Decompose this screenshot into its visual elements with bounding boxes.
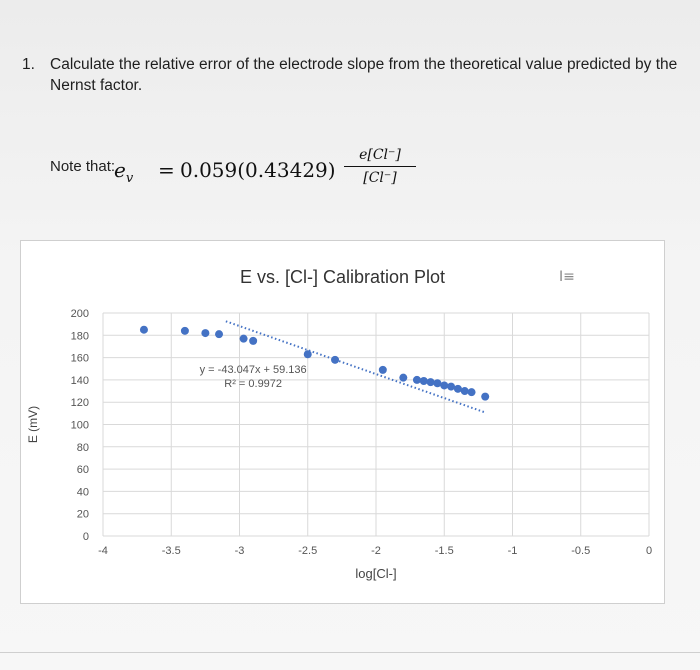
trendline-r2: R² = 0.9972	[224, 378, 282, 390]
x-tick-label: -2.5	[298, 545, 317, 557]
trendline-equation: y = -43.047x + 59.136	[200, 364, 307, 376]
page-divider	[0, 652, 700, 653]
text-cursor-icon: I≡	[559, 269, 575, 285]
x-tick-label: -3	[235, 545, 245, 557]
calibration-plot: 0 20 40 60 80 100 120 140 160 180 200 -4 -3.5 -3 -2.5 -…	[26, 308, 652, 581]
data-point	[399, 373, 408, 382]
data-point	[433, 379, 442, 388]
data-point	[453, 384, 462, 393]
y-tick-label: 100	[71, 420, 89, 432]
y-axis-label: E (mV)	[26, 406, 40, 443]
data-point	[180, 326, 189, 335]
x-tick-label: -3.5	[162, 545, 181, 557]
y-tick-label: 140	[71, 375, 89, 387]
data-point	[215, 330, 224, 339]
question-number: 1.	[22, 56, 35, 73]
note-equation: Note that: ev = 0.059(0.43429) e[Cl⁻] [C…	[50, 140, 470, 200]
note-label: Note that:	[50, 158, 116, 175]
y-tick-label: 120	[71, 397, 89, 409]
x-tick-label: 0	[646, 545, 652, 557]
data-point	[440, 381, 449, 390]
question-text: Calculate the relative error of the elec…	[50, 56, 678, 94]
equation-lhs: ev	[114, 158, 134, 186]
x-tick-label: -0.5	[571, 545, 590, 557]
y-tick-label: 40	[77, 486, 89, 498]
fraction-denominator: [Cl⁻]	[363, 170, 397, 186]
equation-coefficient: 0.059(0.43429)	[180, 158, 336, 182]
x-tick-label: -2	[371, 545, 381, 557]
trendline	[225, 320, 486, 414]
y-tick-label: 200	[71, 308, 89, 320]
data-point	[481, 392, 490, 401]
data-point	[331, 355, 340, 364]
y-tick-label: 0	[83, 531, 89, 543]
data-point	[249, 336, 258, 345]
y-tick-label: 160	[71, 353, 89, 365]
x-tick-label: -4	[98, 545, 108, 557]
chart-title: E vs. [Cl-] Calibration Plot	[239, 267, 446, 287]
y-tick-label: 180	[71, 330, 89, 342]
equals-sign: =	[158, 158, 175, 182]
fraction-bar	[344, 166, 416, 167]
data-point	[426, 378, 435, 387]
chart-container[interactable]: E vs. [Cl-] Calibration Plot I≡ 0 20 40 60 8…	[20, 240, 665, 604]
data-point	[303, 350, 312, 359]
data-point	[412, 375, 421, 384]
x-axis-label: log[Cl-]	[355, 566, 396, 581]
y-tick-label: 20	[77, 509, 89, 521]
x-tick-label: -1	[508, 545, 518, 557]
data-point	[139, 325, 148, 334]
data-point	[460, 387, 469, 396]
fraction-numerator: e[Cl⁻]	[359, 147, 401, 163]
data-point	[419, 377, 428, 386]
y-tick-label: 80	[77, 442, 89, 454]
data-point	[447, 382, 456, 391]
data-point	[467, 388, 476, 397]
y-tick-label: 60	[77, 464, 89, 476]
data-point	[378, 365, 387, 374]
equation-fraction: e[Cl⁻] [Cl⁻]	[344, 146, 416, 187]
data-point	[239, 334, 248, 343]
data-point	[201, 329, 210, 338]
x-tick-label: -1.5	[435, 545, 454, 557]
